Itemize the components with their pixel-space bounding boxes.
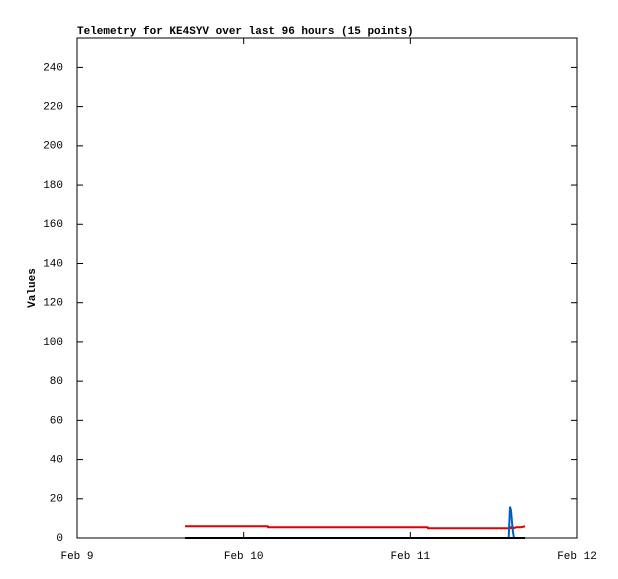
- y-tick-label: 220: [43, 102, 63, 114]
- plot-frame: [76, 37, 578, 539]
- series-line: [185, 506, 525, 539]
- series-line: [185, 525, 526, 530]
- x-tick-label: Feb 12: [557, 551, 597, 563]
- y-tick-label: 80: [50, 376, 63, 388]
- y-tick-label: 160: [43, 219, 63, 231]
- y-tick-label: 60: [50, 415, 63, 427]
- y-tick-label: 120: [43, 298, 63, 310]
- x-tick-label: Feb 11: [391, 551, 431, 563]
- chart-title: Telemetry for KE4SYV over last 96 hours …: [77, 26, 414, 38]
- x-tick-label: Feb 10: [224, 551, 264, 563]
- y-tick-label: 0: [56, 533, 63, 545]
- y-tick-label: 240: [43, 62, 63, 74]
- y-tick-label: 100: [43, 337, 63, 349]
- y-tick-label: 40: [50, 454, 63, 466]
- y-tick-label: 20: [50, 494, 63, 506]
- x-tick-label: Feb 9: [60, 551, 93, 563]
- y-tick-label: 180: [43, 180, 63, 192]
- y-axis-label: Values: [27, 268, 39, 308]
- y-tick-label: 140: [43, 258, 63, 270]
- y-tick-label: 200: [43, 141, 63, 153]
